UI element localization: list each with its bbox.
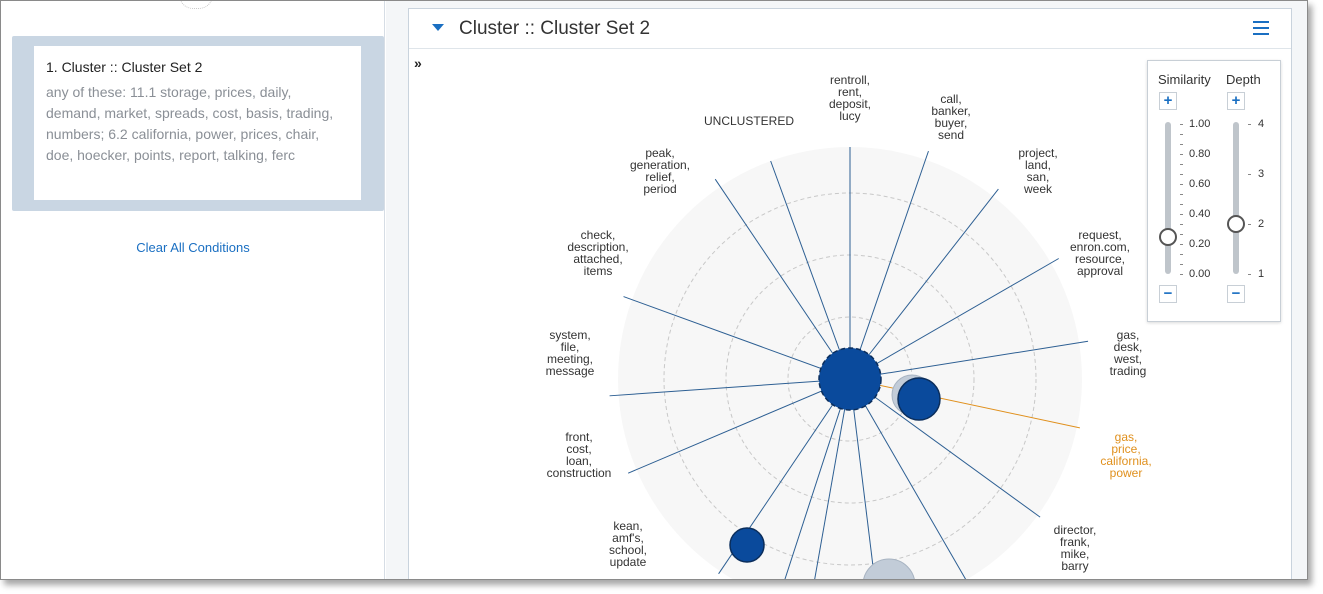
visualization-area: Cluster :: Cluster Set 2 » rentroll, rent… [386, 1, 1307, 580]
depth-tick-label: 1 [1258, 268, 1265, 280]
depth-tick-label: 3 [1258, 168, 1265, 180]
cluster-node-small[interactable] [729, 527, 765, 563]
depth-tick-mark [1248, 224, 1251, 225]
similarity-decrease-button[interactable]: − [1159, 285, 1177, 303]
condition-item[interactable]: 1. Cluster :: Cluster Set 2 any of these… [12, 36, 384, 211]
similarity-tick-label: 0.40 [1189, 208, 1211, 220]
depth-tick-mark [1248, 124, 1251, 125]
depth-slider-track[interactable] [1233, 122, 1239, 274]
condition-card[interactable]: 1. Cluster :: Cluster Set 2 any of these… [34, 46, 361, 200]
similarity-tick-mark [1180, 194, 1183, 195]
depth-increase-button[interactable]: + [1227, 92, 1245, 110]
condition-title: 1. Cluster :: Cluster Set 2 [46, 59, 203, 75]
cluster-label-9[interactable]: front, cost, loan, construction [547, 430, 612, 480]
depth-tick-mark [1248, 174, 1251, 175]
clear-all-conditions-link[interactable]: Clear All Conditions [136, 240, 250, 255]
similarity-tick-mark [1180, 174, 1183, 175]
wheel-spoke-9 [627, 378, 851, 474]
similarity-tick-mark [1180, 184, 1183, 185]
wheel-spoke-4 [849, 258, 1059, 380]
depth-decrease-button[interactable]: − [1227, 285, 1245, 303]
depth-tick-mark [1248, 274, 1251, 275]
similarity-increase-button[interactable]: + [1159, 92, 1177, 110]
conditions-panel: 1. Cluster :: Cluster Set 2 any of these… [1, 1, 385, 579]
cluster-label-1[interactable]: rentroll, rent, deposit, lucy [829, 73, 871, 123]
panel-title: Cluster :: Cluster Set 2 [459, 18, 651, 39]
similarity-tick-mark [1180, 254, 1183, 255]
depth-tick-label: 2 [1258, 218, 1265, 230]
app-window: 1. Cluster :: Cluster Set 2 any of these… [0, 0, 1308, 580]
cluster-label-4[interactable]: request, enron.com, resource, approval [1070, 228, 1130, 278]
similarity-tick-mark [1180, 144, 1183, 145]
cluster-label-11[interactable]: check, description, attached, items [567, 228, 628, 278]
depth-tick-label: 4 [1258, 118, 1265, 130]
card-header: Cluster :: Cluster Set 2 [409, 9, 1291, 49]
similarity-tick-mark [1180, 154, 1183, 155]
similarity-tick-mark [1180, 274, 1183, 275]
wheel-controls: Similarity Depth + + 1.00 0.80 0.60 0.40 0.2… [1147, 60, 1281, 322]
cluster-label-10[interactable]: system, file, meeting, message [546, 328, 595, 378]
similarity-tick-mark [1180, 234, 1183, 235]
cluster-node-faded [863, 558, 915, 579]
cluster-label-3[interactable]: project, land, san, week [1018, 146, 1057, 196]
depth-label: Depth [1226, 72, 1261, 87]
similarity-tick-label: 0.60 [1189, 178, 1211, 190]
wheel-spoke-3 [849, 188, 999, 380]
similarity-tick-mark [1180, 204, 1183, 205]
wheel-spoke-extra-4 [849, 378, 967, 579]
cluster-label-7[interactable]: director, frank, mike, barry [1054, 523, 1097, 573]
collapse-arrow-icon[interactable] [432, 24, 444, 31]
similarity-slider-thumb[interactable] [1159, 227, 1177, 246]
similarity-tick-mark [1180, 224, 1183, 225]
similarity-tick-mark [1180, 124, 1183, 125]
wheel-spoke-7 [849, 378, 1041, 518]
cluster-label-5[interactable]: gas, desk, west, trading [1110, 328, 1147, 378]
center-cluster-node[interactable] [818, 347, 882, 411]
similarity-tick-mark [1180, 214, 1183, 215]
similarity-slider-track[interactable] [1165, 122, 1171, 274]
similarity-tick-mark [1180, 264, 1183, 265]
wheel-spoke-6 [849, 378, 1080, 429]
wheel-spoke-10 [609, 378, 851, 397]
similarity-tick-label: 1.00 [1189, 118, 1211, 130]
similarity-tick-label: 0.80 [1189, 148, 1211, 160]
wheel-spoke-extra-5 [784, 378, 851, 579]
cluster-wheel-card: Cluster :: Cluster Set 2 » rentroll, rent… [408, 8, 1293, 580]
condition-description: any of these: 11.1 storage, prices, dail… [46, 84, 334, 163]
decorative-arc [179, 1, 213, 9]
cluster-node-selected[interactable] [897, 377, 941, 421]
similarity-tick-mark [1180, 164, 1183, 165]
similarity-tick-mark [1180, 244, 1183, 245]
wheel-spoke-11 [623, 296, 851, 380]
similarity-tick-label: 0.00 [1189, 268, 1211, 280]
wheel-spoke-extra-3 [814, 378, 851, 579]
cluster-label-12[interactable]: peak, generation, relief, period [630, 146, 690, 196]
hamburger-menu-icon[interactable] [1253, 21, 1269, 35]
wheel-spoke-2 [849, 150, 929, 380]
cluster-label-2[interactable]: call, banker, buyer, send [931, 92, 970, 142]
cluster-wheel[interactable]: rentroll, rent, deposit, lucy call, banker, bu… [409, 9, 1293, 580]
cluster-label-6[interactable]: gas, price, california, power [1100, 430, 1151, 480]
wheel-spoke-extra-1 [770, 160, 851, 380]
similarity-tick-label: 0.20 [1189, 238, 1211, 250]
similarity-tick-mark [1180, 134, 1183, 135]
depth-slider-thumb[interactable] [1227, 215, 1245, 233]
similarity-label: Similarity [1158, 72, 1211, 87]
expand-sidebar-toggle[interactable]: » [414, 55, 422, 71]
cluster-label-8[interactable]: kean, amf's, school, update [609, 519, 647, 569]
unclustered-label: UNCLUSTERED [704, 114, 794, 128]
wheel-spoke-5 [849, 340, 1089, 380]
wheel-spoke-12 [714, 178, 851, 380]
